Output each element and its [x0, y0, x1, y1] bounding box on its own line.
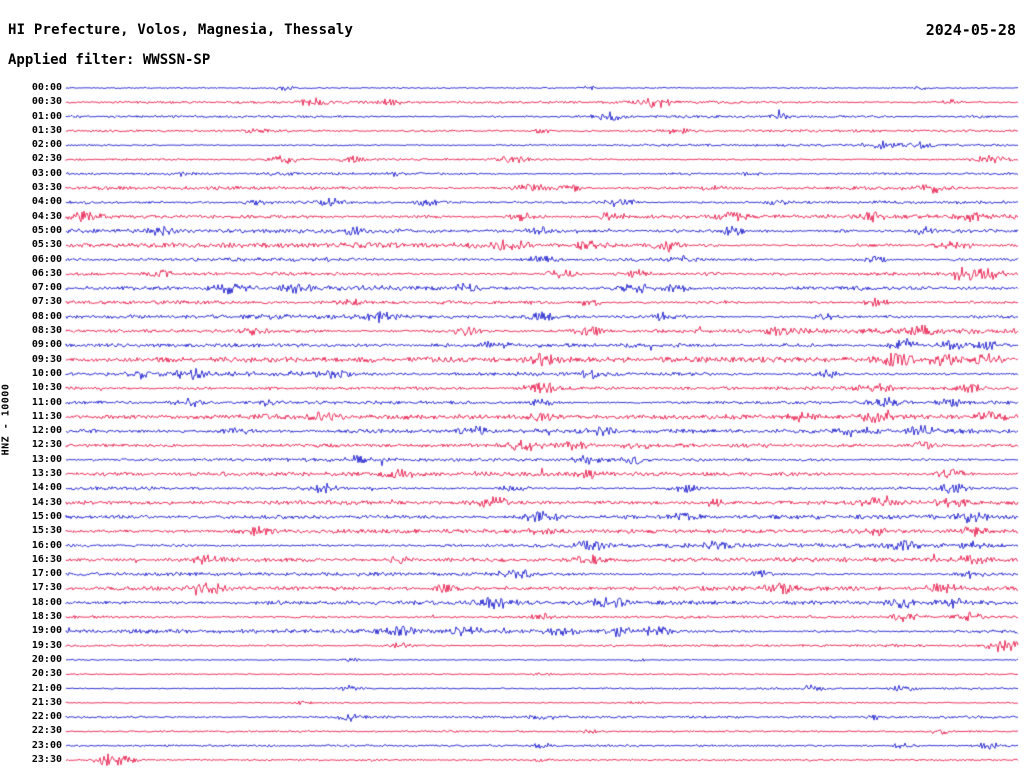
time-label: 09:30 [31, 353, 62, 365]
time-label: 05:30 [31, 239, 62, 251]
time-label: 23:00 [31, 739, 62, 751]
time-label: 06:00 [31, 253, 62, 265]
time-label: 21:00 [31, 682, 62, 694]
filter-label: Applied filter: WWSSN-SP [8, 52, 211, 68]
time-label: 04:00 [31, 196, 62, 208]
time-label: 23:30 [31, 754, 62, 765]
time-label: 18:00 [31, 596, 62, 608]
date-label: 2024-05-28 [925, 21, 1016, 39]
time-label: 15:00 [31, 510, 62, 522]
time-label: 12:00 [31, 425, 62, 437]
time-label: 22:00 [31, 711, 62, 723]
time-label: 02:30 [31, 153, 62, 165]
time-label: 13:00 [31, 453, 62, 465]
page-title: HI Prefecture, Volos, Magnesia, Thessaly [8, 22, 354, 38]
time-label: 06:30 [31, 267, 62, 279]
time-label: 14:00 [31, 482, 62, 494]
time-label: 05:00 [31, 224, 62, 236]
time-label: 21:30 [31, 696, 62, 708]
station-axis-label: HNZ - 10000 [0, 383, 12, 456]
time-label: 11:30 [31, 410, 62, 422]
time-label: 17:30 [31, 582, 62, 594]
time-label: 07:30 [31, 296, 62, 308]
time-label: 03:00 [31, 167, 62, 179]
time-label: 20:30 [31, 668, 62, 680]
time-label: 00:30 [31, 96, 62, 108]
time-label: 16:00 [31, 539, 62, 551]
time-label: 22:30 [31, 725, 62, 737]
time-label: 08:00 [31, 310, 62, 322]
time-label: 02:00 [31, 139, 62, 151]
time-label: 03:30 [31, 182, 62, 194]
time-label: 17:00 [31, 568, 62, 580]
time-label: 13:30 [31, 468, 62, 480]
time-label: 19:00 [31, 625, 62, 637]
time-label: 08:30 [31, 325, 62, 337]
time-label: 11:00 [31, 396, 62, 408]
time-label: 00:00 [31, 82, 62, 93]
time-label: 01:30 [31, 124, 62, 136]
time-label: 07:00 [31, 282, 62, 294]
time-label: 19:30 [31, 639, 62, 651]
time-label: 10:30 [31, 382, 62, 394]
time-label: 12:30 [31, 439, 62, 451]
time-label: 20:00 [31, 653, 62, 665]
time-label: 18:30 [31, 611, 62, 623]
time-label: 04:30 [31, 210, 62, 222]
time-label: 10:00 [31, 367, 62, 379]
time-label: 14:30 [31, 496, 62, 508]
time-label: 15:30 [31, 525, 62, 537]
time-label: 16:30 [31, 553, 62, 565]
time-label: 01:00 [31, 110, 62, 122]
time-label: 09:00 [31, 339, 62, 351]
